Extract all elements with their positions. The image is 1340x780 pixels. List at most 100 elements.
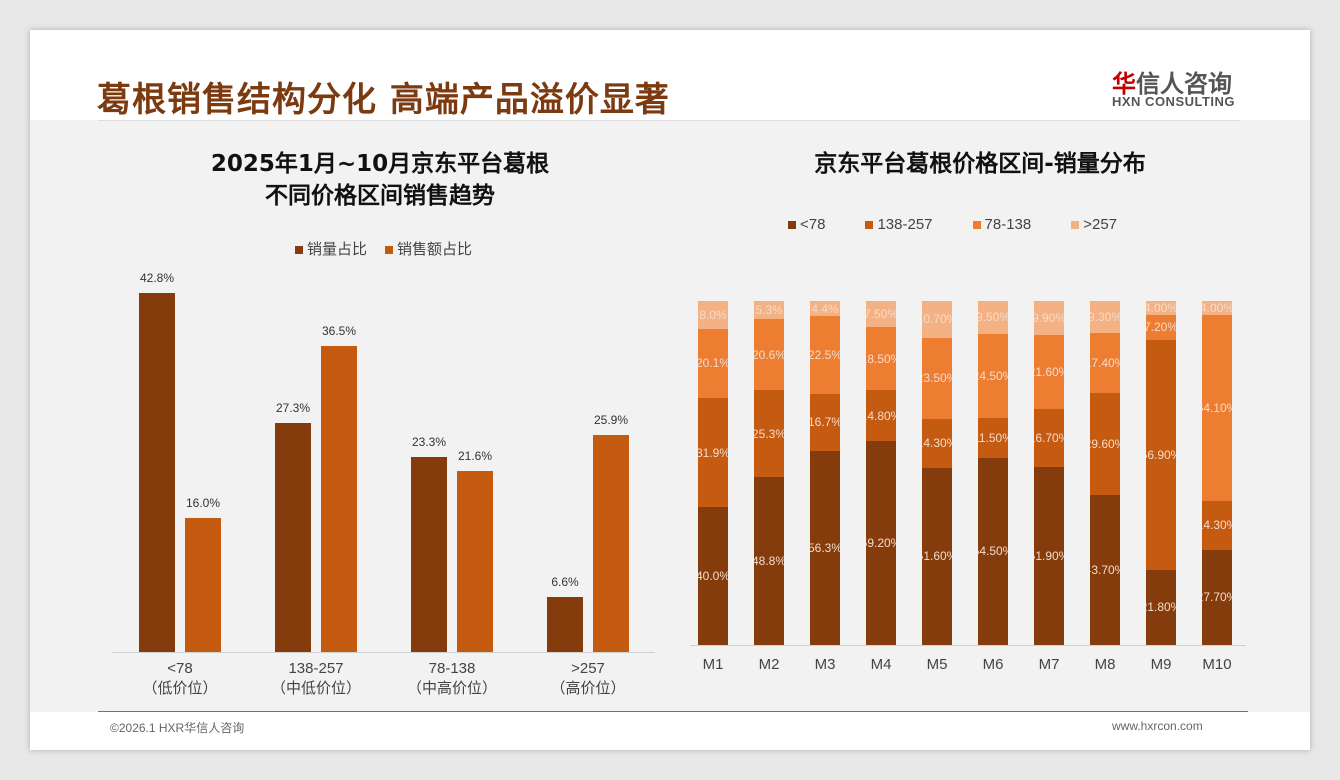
left-chart-title: 2025年1月~10月京东平台葛根 不同价格区间销售趋势 (130, 148, 630, 212)
bar-segment: 5.3% (754, 301, 784, 320)
bar-segment: 4.00% (1146, 301, 1176, 315)
bar-segment: 24.50% (978, 333, 1008, 418)
bar-segment: 27.70% (1202, 549, 1232, 645)
stacked-bar: 27.70%14.30%54.10%4.00% (1202, 301, 1232, 645)
data-label: 25.9% (593, 412, 629, 427)
category-sublabel: （高价位） (550, 680, 626, 697)
data-label: 36.5% (321, 323, 357, 338)
left-title-line2: 不同价格区间销售趋势 (265, 183, 495, 209)
logo: 华信人咨询 (1112, 64, 1232, 99)
category-sublabel: （中高价位） (406, 680, 498, 697)
category-label: >257 (571, 660, 605, 677)
logo-cn: 信人咨询 (1136, 70, 1232, 98)
stacked-bar: 51.90%16.70%21.60%9.90% (1034, 301, 1064, 645)
bar-segment: 9.90% (1034, 301, 1064, 336)
bar-segment: 16.70% (1034, 409, 1064, 467)
category-sublabel: （中低价位） (270, 680, 362, 697)
data-label: 6.6% (551, 574, 579, 589)
legend-swatch (295, 246, 303, 255)
month-label: M8 (1094, 656, 1116, 673)
stacked-bar: 54.50%11.50%24.50%9.50% (978, 301, 1008, 645)
bar-segment: 51.90% (1034, 466, 1064, 645)
bar-segment: 23.50% (922, 337, 952, 419)
legend-item: >257 (1071, 216, 1117, 233)
website: www.hxrcon.com (1112, 719, 1203, 733)
stacked-bar: 51.60%14.30%23.50%10.70% (922, 301, 952, 645)
month-label: M1 (702, 656, 724, 673)
bar-segment: 29.60% (1090, 392, 1120, 495)
legend-item: <78 (788, 216, 825, 233)
stacked-bar: 40.0% 31.9% 20.1% 8.0% (698, 301, 728, 645)
legend-item: 78-138 (972, 216, 1031, 233)
bar-segment: 56.3% (810, 451, 840, 645)
legend-swatch (385, 246, 394, 255)
month-label: M5 (926, 656, 948, 673)
logo-red: 华 (1112, 70, 1136, 98)
bar-segment: 21.80% (1146, 569, 1176, 645)
copyright: ©2026.1 HXR华信人咨询 (110, 721, 245, 735)
data-label: 16.0% (185, 495, 221, 510)
page-title: 葛根销售结构分化 高端产品溢价显著 (97, 80, 670, 120)
bar-segment: 14.30% (1202, 500, 1232, 550)
bar-segment: 48.8% (754, 477, 784, 645)
month-label: M2 (758, 656, 780, 673)
bar-volume (275, 423, 311, 652)
data-label: 42.8% (139, 271, 175, 285)
bar-segment: 4.00% (1202, 301, 1232, 315)
bar-segment: 14.80% (866, 390, 896, 442)
category-sublabel: （低价位） (142, 680, 218, 697)
right-chart-title: 京东平台葛根价格区间-销量分布 (814, 151, 1146, 177)
bar-sales-amount (457, 470, 493, 652)
bar-segment: 54.10% (1202, 314, 1232, 501)
left-legend: 销量占比 销售额占比 (295, 238, 472, 259)
bar-segment: 51.60% (922, 467, 952, 645)
left-title-line1: 2025年1月~10月京东平台葛根 (210, 151, 550, 177)
legend-item: 销售额占比 (385, 238, 472, 259)
bar-segment: 59.20% (866, 441, 896, 645)
data-label: 21.6% (457, 448, 493, 463)
bar-segment: 54.50% (978, 457, 1008, 645)
bar-segment: 17.40% (1090, 332, 1120, 393)
bar-segment: 66.90% (1146, 339, 1176, 570)
bar-segment: 18.50% (866, 326, 896, 391)
legend-item: 138-257 (865, 216, 933, 233)
bar-segment: 8.0% (698, 301, 728, 329)
legend-swatch (1071, 221, 1080, 230)
logo-en: HXN CONSULTING (1112, 94, 1236, 109)
stacked-bar: 43.70%29.60%17.40%9.30% (1090, 301, 1120, 645)
right-axis (690, 645, 1246, 646)
bar-segment: 21.60% (1034, 335, 1064, 410)
bar-segment: 10.70% (922, 301, 952, 338)
bar-segment: 22.5% (810, 316, 840, 394)
bar-segment: 14.30% (922, 418, 952, 468)
bar-segment: 9.50% (978, 301, 1008, 334)
header-divider (98, 120, 1240, 121)
category-label: 78-138 (428, 660, 476, 677)
bar-segment: 40.0% (698, 507, 728, 645)
footer-divider (98, 711, 1248, 712)
left-axis (112, 652, 655, 653)
bar-segment: 31.9% (698, 397, 728, 508)
category-label: 138-257 (288, 660, 344, 677)
bar-sales-amount (185, 517, 221, 652)
bar-segment: 20.1% (698, 328, 728, 398)
bar-volume (547, 596, 583, 652)
legend-item: 销量占比 (295, 238, 367, 259)
bar-segment: 25.3% (754, 390, 784, 478)
stacked-bar: 48.8% 25.3% 20.6% 5.3% (754, 301, 784, 645)
bar-sales-amount (321, 345, 357, 652)
stacked-bar: 21.80%66.90%7.20%4.00% (1146, 301, 1176, 645)
bar-segment: 43.70% (1090, 494, 1120, 645)
bar-volume (411, 456, 447, 652)
bar-segment: 20.6% (754, 319, 784, 391)
bar-segment: 9.30% (1090, 301, 1120, 333)
bar-segment: 4.4% (810, 301, 840, 317)
month-label: M4 (870, 656, 892, 673)
bar-segment: 7.50% (866, 301, 896, 327)
stacked-bar: 56.3% 16.7% 22.5% 4.4% (810, 301, 840, 645)
month-label: M7 (1038, 656, 1060, 673)
right-legend: <78 138-257 78-138 >257 (788, 216, 1117, 233)
legend-swatch (972, 221, 981, 230)
month-label: M3 (814, 656, 836, 673)
month-label: M6 (982, 656, 1004, 673)
